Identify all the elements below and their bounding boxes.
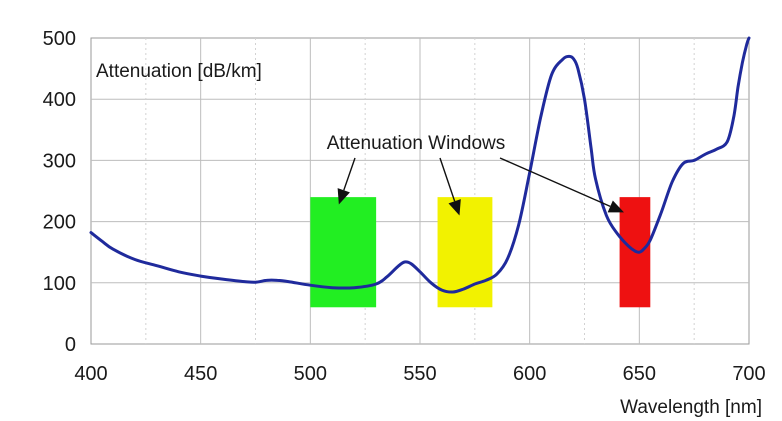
y-tick-label: 100 — [43, 273, 76, 295]
y-tick-label: 500 — [43, 28, 76, 50]
attenuation-windows — [310, 197, 651, 308]
x-tick-label: 400 — [74, 363, 107, 385]
annotation-arrow-line — [499, 157, 611, 208]
x-tick-label: 450 — [184, 363, 217, 385]
y-tick-label: 0 — [65, 334, 76, 356]
x-axis-label: Wavelength [nm] — [620, 397, 762, 418]
y-axis-label: Attenuation [dB/km] — [96, 61, 262, 82]
attenuation-curve — [89, 36, 751, 294]
annotation-arrow-head — [448, 199, 461, 216]
y-tick-label: 400 — [43, 89, 76, 111]
annotation-label: Attenuation Windows — [327, 133, 506, 154]
y-tick-label: 200 — [43, 212, 76, 234]
window-bar — [310, 197, 377, 308]
x-tick-label: 550 — [403, 363, 436, 385]
annotation-arrows — [337, 157, 624, 216]
x-tick-label: 600 — [513, 363, 546, 385]
x-tick-label: 700 — [732, 363, 765, 385]
y-tick-label: 300 — [43, 150, 76, 172]
x-tick-label: 650 — [623, 363, 656, 385]
annotation-arrow-line — [343, 157, 356, 191]
annotation-arrow-line — [439, 157, 456, 202]
tick-labels: 400 450 500 550 600 650 700 0 100 200 300 400 500 — [43, 28, 766, 385]
annotation-arrow-head — [337, 188, 350, 205]
annotation-arrow-head — [607, 200, 624, 213]
x-tick-label: 500 — [294, 363, 327, 385]
